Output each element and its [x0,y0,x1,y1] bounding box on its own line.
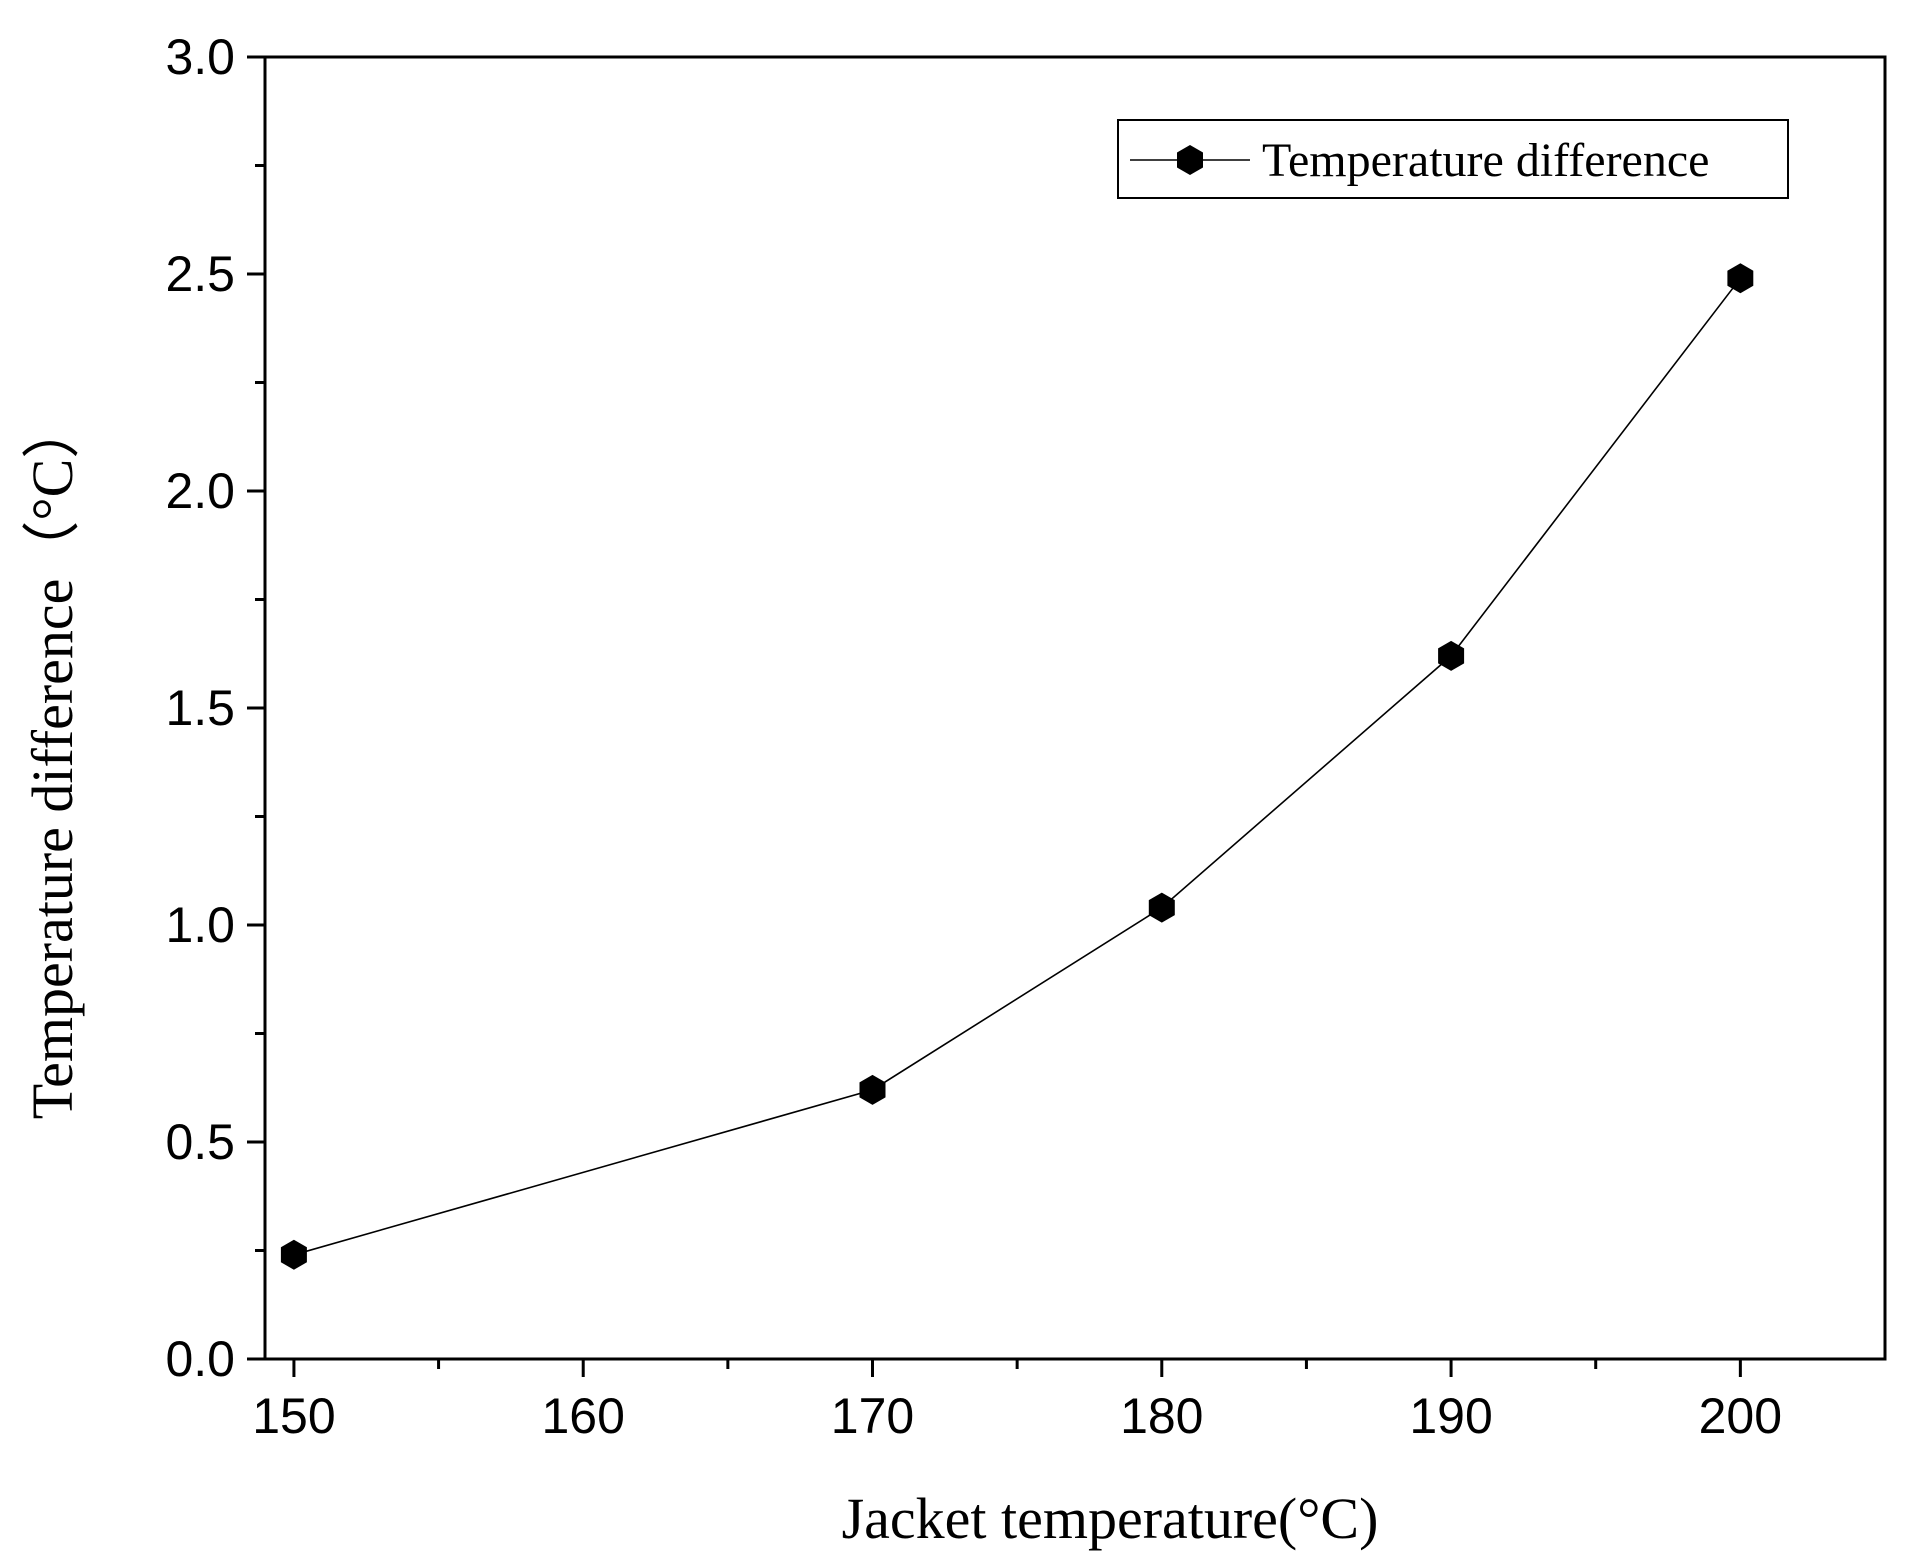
y-tick-label: 2.0 [165,463,235,519]
legend: Temperature difference [1117,119,1789,199]
data-point-marker [859,1074,886,1105]
x-tick-label: 170 [831,1388,914,1444]
legend-box [1117,119,1789,199]
y-tick-label: 1.5 [165,680,235,736]
series-markers [280,263,1754,1270]
x-axis-tick-labels: 150 160 170 180 190 200 [252,1388,1782,1444]
y-tick-label: 2.5 [165,246,235,302]
y-tick-label: 3.0 [165,29,235,85]
data-point-marker [280,1239,307,1270]
x-tick-label: 180 [1120,1388,1203,1444]
y-axis-tick-labels: 0.0 0.5 1.0 1.5 2.0 2.5 3.0 [165,29,235,1387]
data-point-marker [1148,892,1175,923]
y-tick-label: 0.5 [165,1114,235,1170]
data-point-marker [1438,640,1465,671]
y-tick-label: 1.0 [165,897,235,953]
y-axis-ticks [247,55,265,1361]
x-axis-title: Jacket temperature(°C) [842,1486,1379,1551]
x-axis-ticks [292,1359,1742,1377]
x-tick-label: 160 [541,1388,624,1444]
data-point-marker [1727,263,1754,294]
y-tick-label: 0.0 [165,1331,235,1387]
x-tick-label: 150 [252,1388,335,1444]
x-tick-label: 190 [1409,1388,1492,1444]
legend-label: Temperature difference [1262,134,1709,187]
legend-marker-hexagon [1177,145,1203,175]
x-tick-label: 200 [1699,1388,1782,1444]
y-axis-title: Temperature difference（°C） [20,401,85,1120]
